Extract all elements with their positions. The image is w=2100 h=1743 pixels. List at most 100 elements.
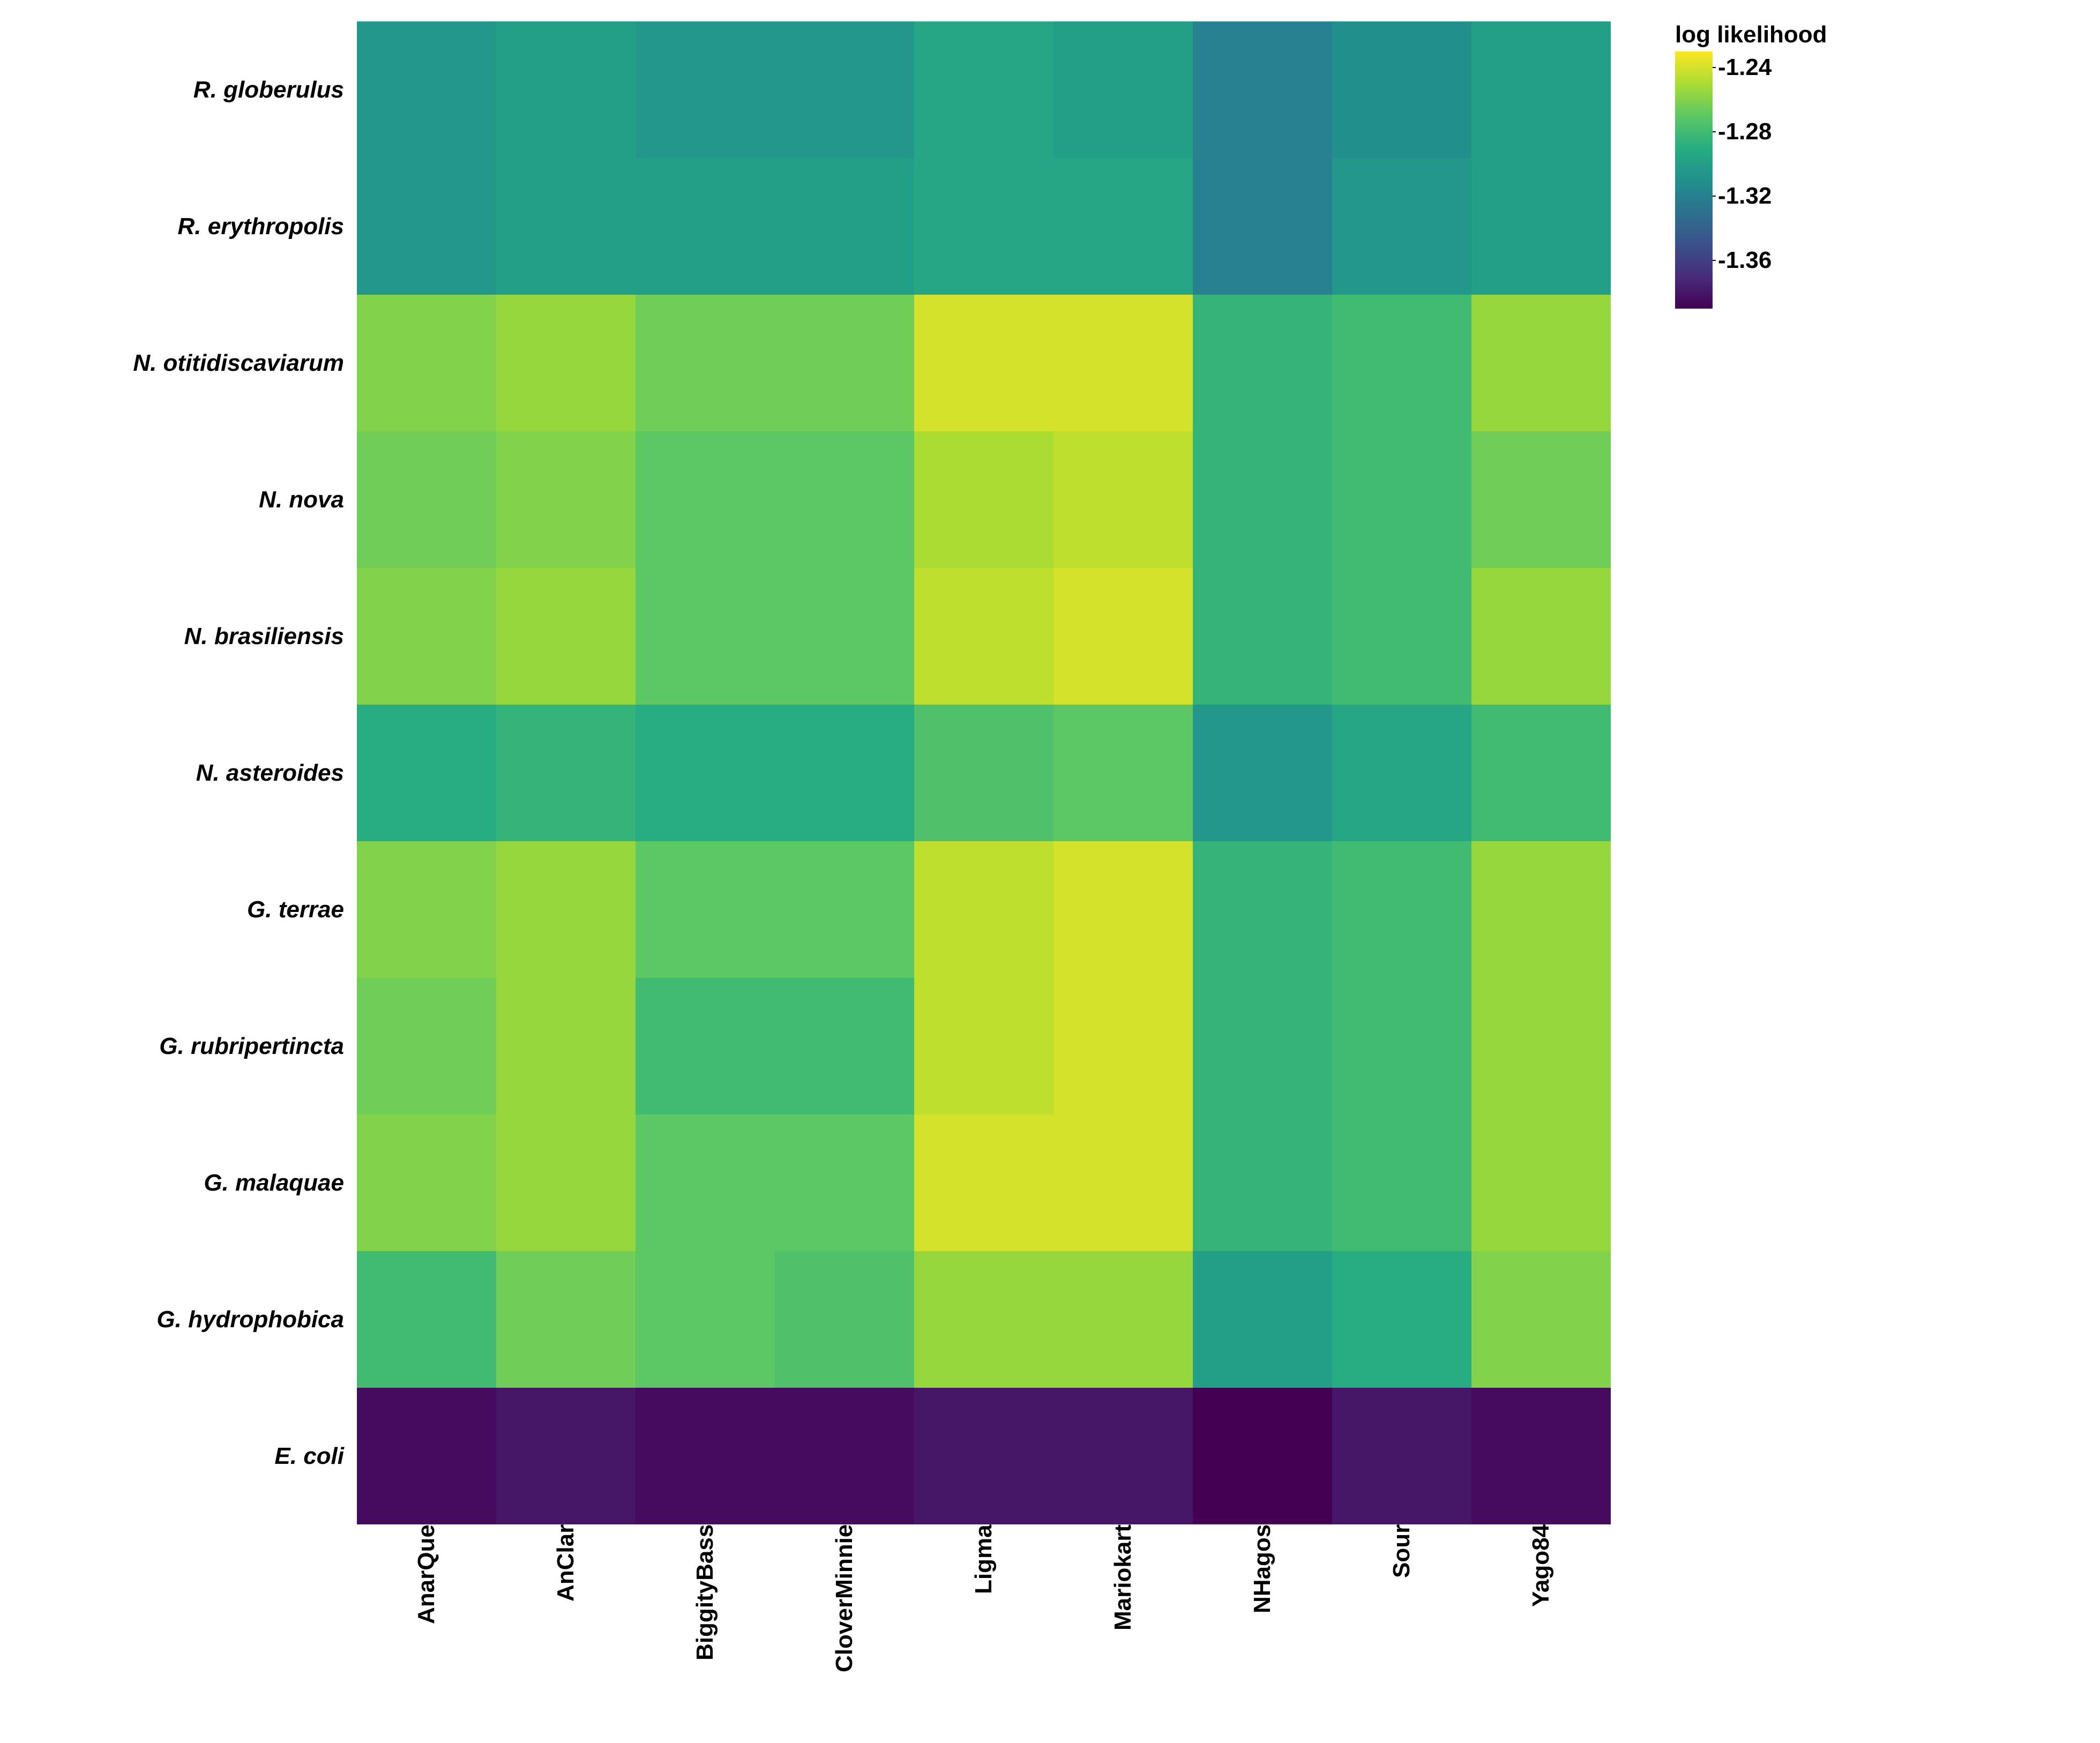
heatmap-cell: [775, 158, 914, 295]
heatmap-cell: [914, 1114, 1053, 1251]
heatmap-cell: [636, 21, 775, 158]
heatmap-cell: [1193, 568, 1332, 705]
heatmap-cell: [357, 21, 496, 158]
heatmap-cell: [636, 431, 775, 568]
x-axis-label: Ligma: [914, 1524, 1053, 1743]
heatmap-cell: [496, 158, 636, 295]
x-axis-label: AnClar: [496, 1524, 636, 1743]
y-axis-label: R. globerulus: [21, 21, 354, 158]
heatmap-cell: [1053, 705, 1193, 841]
heatmap-cell: [1471, 1114, 1611, 1251]
heatmap-cell: [914, 705, 1053, 841]
heatmap-cell: [1053, 158, 1193, 295]
heatmap-row: [357, 1114, 1611, 1251]
heatmap-cell: [1193, 295, 1332, 431]
heatmap-cell: [1053, 1388, 1193, 1524]
heatmap-row: [357, 158, 1611, 295]
heatmap-cell: [1332, 1388, 1471, 1524]
y-axis-label: G. terrae: [21, 841, 354, 978]
heatmap-cell: [1332, 1251, 1471, 1388]
heatmap-cell: [357, 1114, 496, 1251]
heatmap-cell: [357, 705, 496, 841]
heatmap-cell: [1193, 978, 1332, 1114]
heatmap-cell: [1471, 841, 1611, 978]
heatmap-cell: [775, 1251, 914, 1388]
color-legend: log likelihood -1.24-1.28-1.32-1.36: [1675, 21, 1827, 309]
heatmap-cell: [1332, 158, 1471, 295]
heatmap-cell: [496, 705, 636, 841]
x-label-spacer: [21, 1524, 357, 1743]
heatmap-cell: [1053, 431, 1193, 568]
y-axis-label: R. erythropolis: [21, 158, 354, 295]
y-axis-label: G. rubripertincta: [21, 978, 354, 1114]
heatmap-cell: [775, 295, 914, 431]
heatmap-cell: [1332, 978, 1471, 1114]
heatmap-row: [357, 431, 1611, 568]
heatmap-row: [357, 978, 1611, 1114]
heatmap-cell: [357, 841, 496, 978]
heatmap-cell: [775, 705, 914, 841]
heatmap-cell: [357, 158, 496, 295]
x-axis-labels: AnarQueAnClarBiggityBassCloverMinnieLigm…: [357, 1524, 1611, 1743]
heatmap-row: [357, 21, 1611, 158]
y-axis-label: N. brasiliensis: [21, 568, 354, 705]
heatmap-cell: [1053, 21, 1193, 158]
heatmap-cell: [1193, 1251, 1332, 1388]
y-axis-label: N. nova: [21, 431, 354, 568]
y-axis-label: E. coli: [21, 1388, 354, 1524]
legend-tick: -1.36: [1713, 247, 1772, 274]
heatmap-cell: [496, 295, 636, 431]
y-axis-label: N. otitidiscaviarum: [21, 295, 354, 431]
heatmap-row: [357, 568, 1611, 705]
x-axis-label: CloverMinnie: [775, 1524, 914, 1743]
heatmap-cell: [775, 431, 914, 568]
heatmap-cell: [1332, 841, 1471, 978]
heatmap-cell: [357, 978, 496, 1114]
heatmap-cell: [1332, 1114, 1471, 1251]
heatmap-container: R. globerulusR. erythropolisN. otitidisc…: [0, 0, 2100, 1743]
legend-tick: -1.24: [1713, 54, 1772, 81]
heatmap-cell: [914, 568, 1053, 705]
x-axis-label: BiggityBass: [636, 1524, 775, 1743]
y-axis-label: N. asteroides: [21, 705, 354, 841]
heatmap-row: [357, 705, 1611, 841]
heatmap-cell: [1053, 295, 1193, 431]
heatmap-cell: [357, 568, 496, 705]
heatmap-cell: [775, 841, 914, 978]
heatmap-cell: [914, 295, 1053, 431]
heatmap-cell: [496, 841, 636, 978]
heatmap-grid: [357, 21, 1611, 1524]
heatmap-cell: [1471, 978, 1611, 1114]
heatmap-cell: [775, 21, 914, 158]
heatmap-cell: [1193, 21, 1332, 158]
heatmap-cell: [636, 1251, 775, 1388]
heatmap-row: [357, 841, 1611, 978]
legend-body: -1.24-1.28-1.32-1.36: [1675, 51, 1798, 309]
heatmap-cell: [357, 1251, 496, 1388]
heatmap-cell: [1471, 568, 1611, 705]
heatmap-cell: [1332, 568, 1471, 705]
heatmap-cell: [1193, 705, 1332, 841]
heatmap-cell: [775, 978, 914, 1114]
heatmap-cell: [636, 568, 775, 705]
heatmap-cell: [636, 1114, 775, 1251]
heatmap-cell: [1193, 158, 1332, 295]
heatmap-cell: [636, 705, 775, 841]
heatmap-wrapper: R. globerulusR. erythropolisN. otitidisc…: [21, 21, 2100, 1743]
y-axis-label: G. hydrophobica: [21, 1251, 354, 1388]
x-axis-label: NHagos: [1193, 1524, 1332, 1743]
heatmap-cell: [1332, 705, 1471, 841]
heatmap-cell: [636, 841, 775, 978]
heatmap-cell: [636, 158, 775, 295]
heatmap-cell: [914, 158, 1053, 295]
heatmap-cell: [1193, 431, 1332, 568]
heatmap-cell: [636, 1388, 775, 1524]
heatmap-cell: [496, 1114, 636, 1251]
legend-tick: -1.28: [1713, 118, 1772, 145]
heatmap-cell: [636, 978, 775, 1114]
heatmap-cell: [1193, 841, 1332, 978]
legend-ticks: -1.24-1.28-1.32-1.36: [1713, 51, 1798, 309]
heatmap-cell: [496, 1388, 636, 1524]
heatmap-cell: [914, 978, 1053, 1114]
heatmap-left-block: R. globerulusR. erythropolisN. otitidisc…: [21, 21, 1611, 1743]
